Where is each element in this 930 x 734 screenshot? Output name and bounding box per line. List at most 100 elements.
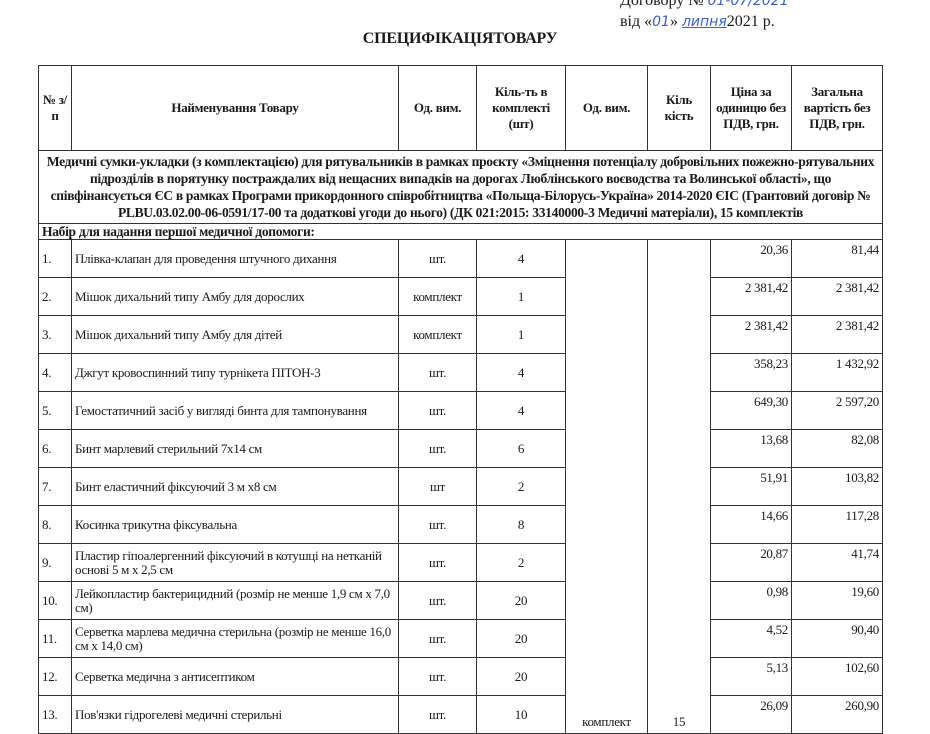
item-unit: шт xyxy=(398,467,477,506)
contract-prefix: Договору № xyxy=(620,0,704,9)
item-qty-in-kit: 1 xyxy=(476,315,566,354)
item-unit: комплект xyxy=(398,315,477,354)
item-name: Бинт еластичний фіксуючий 3 м х8 см xyxy=(71,467,399,506)
row-number: 6. xyxy=(38,429,72,468)
table-row: 12. Серветка медична з антисептиком шт. 20 5… xyxy=(38,657,883,696)
item-qty-in-kit: 4 xyxy=(476,353,566,392)
description-row: Медичні сумки-укладки (з комплектацією) … xyxy=(38,150,883,224)
item-name: Плівка-клапан для проведення штучного ди… xyxy=(71,239,399,278)
item-qty-in-kit: 1 xyxy=(476,277,566,316)
date-mid: » xyxy=(669,13,678,30)
row-number: 2. xyxy=(38,277,72,316)
table-row: 3. Мішок дихальний типу Амбу для дітей ком… xyxy=(38,315,883,354)
item-name: Косинка трикутна фіксувальна xyxy=(71,505,399,544)
date-day: 01 xyxy=(652,14,670,30)
item-unit-price: 0,98 xyxy=(710,581,792,620)
col-quantity: Кіль кість xyxy=(647,65,711,151)
col-kit-unit: Од. вим. xyxy=(565,65,648,151)
item-unit-price: 26,09 xyxy=(710,695,792,734)
item-unit-price: 20,87 xyxy=(710,543,792,582)
item-unit-price: 20,36 xyxy=(710,239,792,278)
section-title: Набір для надання першої медичної допомо… xyxy=(38,223,883,240)
table-row: 7. Бинт еластичний фіксуючий 3 м х8 см шт 2… xyxy=(38,467,883,506)
item-total: 2 381,42 xyxy=(791,277,883,316)
col-unit: Од. вим. xyxy=(398,65,477,151)
table-row: 10. Лейкопластир бактерицидний (розмір не… xyxy=(38,581,883,620)
item-qty-in-kit: 2 xyxy=(476,467,566,506)
item-unit-price: 4,52 xyxy=(710,619,792,658)
table-row: 11. Серветка марлева медична стерильна (р… xyxy=(38,619,883,658)
item-total: 117,28 xyxy=(791,505,883,544)
item-total: 19,60 xyxy=(791,581,883,620)
item-total: 90,40 xyxy=(791,619,883,658)
item-name: Мішок дихальний типу Амбу для дітей xyxy=(71,315,399,354)
item-qty-in-kit: 10 xyxy=(476,695,566,734)
item-total: 103,82 xyxy=(791,467,883,506)
contract-date-line: від «01» липня2021 р. xyxy=(620,13,775,31)
item-total: 81,44 xyxy=(791,239,883,278)
row-number: 7. xyxy=(38,467,72,506)
date-month: липня xyxy=(681,14,727,30)
item-name: Серветка марлева медична стерильна (розм… xyxy=(71,619,399,658)
row-number: 11. xyxy=(38,619,72,658)
item-qty-in-kit: 6 xyxy=(476,429,566,468)
col-qty-in-kit: Кіль-ть в комплекті (шт) xyxy=(476,65,566,151)
description-text: Медичні сумки-укладки (з комплектацією) … xyxy=(38,150,883,224)
item-qty-in-kit: 2 xyxy=(476,543,566,582)
item-qty-in-kit: 8 xyxy=(476,505,566,544)
row-number: 4. xyxy=(38,353,72,392)
col-total: Загальна вартість без ПДВ, грн. xyxy=(791,65,883,151)
item-unit: шт. xyxy=(398,429,477,468)
item-qty-in-kit: 20 xyxy=(476,619,566,658)
row-number: 8. xyxy=(38,505,72,544)
item-unit-price: 13,68 xyxy=(710,429,792,468)
col-number: № з/п xyxy=(38,65,72,151)
contract-number-line: Договору № 01-07/2021 xyxy=(620,0,789,10)
specification-table: № з/п Найменування Товару Од. вим. Кіль-… xyxy=(38,65,883,734)
section-row: Набір для надання першої медичної допомо… xyxy=(38,223,883,240)
item-unit: шт. xyxy=(398,619,477,658)
col-name: Найменування Товару xyxy=(71,65,399,151)
table-row: 9. Пластир гіпоалергенний фіксуючий в кот… xyxy=(38,543,883,582)
item-total: 260,90 xyxy=(791,695,883,734)
row-number: 13. xyxy=(38,695,72,734)
item-name: Пластир гіпоалергенний фіксуючий в котуш… xyxy=(71,543,399,582)
item-unit-price: 358,23 xyxy=(710,353,792,392)
kit-quantity: 15 xyxy=(647,239,711,734)
item-qty-in-kit: 4 xyxy=(476,391,566,430)
item-total: 82,08 xyxy=(791,429,883,468)
item-total: 1 432,92 xyxy=(791,353,883,392)
item-unit: шт. xyxy=(398,391,477,430)
table-row: 2. Мішок дихальний типу Амбу для дорослих… xyxy=(38,277,883,316)
item-qty-in-kit: 4 xyxy=(476,239,566,278)
item-name: Бинт марлевий стерильний 7х14 см xyxy=(71,429,399,468)
item-total: 2 597,20 xyxy=(791,391,883,430)
date-prefix: від « xyxy=(620,13,653,30)
date-year: 2021 р. xyxy=(726,13,775,30)
item-name: Пов'язки гідрогелеві медичні стерильні xyxy=(71,695,399,734)
contract-number: 01-07/2021 xyxy=(707,0,789,9)
table-row: 13. Пов'язки гідрогелеві медичні стерильн… xyxy=(38,695,883,734)
item-unit: шт. xyxy=(398,239,477,278)
item-unit: шт. xyxy=(398,581,477,620)
item-qty-in-kit: 20 xyxy=(476,657,566,696)
item-total: 102,60 xyxy=(791,657,883,696)
table-header-row: № з/п Найменування Товару Од. вим. Кіль-… xyxy=(38,65,883,151)
table-row: 5. Гемостатичний засіб у вигляді бинта дл… xyxy=(38,391,883,430)
item-unit-price: 14,66 xyxy=(710,505,792,544)
item-unit-price: 5,13 xyxy=(710,657,792,696)
item-unit: шт. xyxy=(398,353,477,392)
item-unit-price: 2 381,42 xyxy=(710,315,792,354)
table-row: 1. Плівка-клапан для проведення штучного … xyxy=(38,239,883,734)
item-total: 41,74 xyxy=(791,543,883,582)
item-unit-price: 649,30 xyxy=(710,391,792,430)
row-number: 9. xyxy=(38,543,72,582)
item-name: Джгут кровоспинний типу турнікета ПІТОН-… xyxy=(71,353,399,392)
row-number: 1. xyxy=(38,239,72,278)
item-qty-in-kit: 20 xyxy=(476,581,566,620)
kit-unit: комплект xyxy=(565,239,648,734)
item-unit: шт. xyxy=(398,657,477,696)
row-number: 5. xyxy=(38,391,72,430)
table-row: 6. Бинт марлевий стерильний 7х14 см шт. 6 13… xyxy=(38,429,883,468)
page-title-text: СПЕЦИФІКАЦІЯТОВАРУ xyxy=(362,30,558,47)
